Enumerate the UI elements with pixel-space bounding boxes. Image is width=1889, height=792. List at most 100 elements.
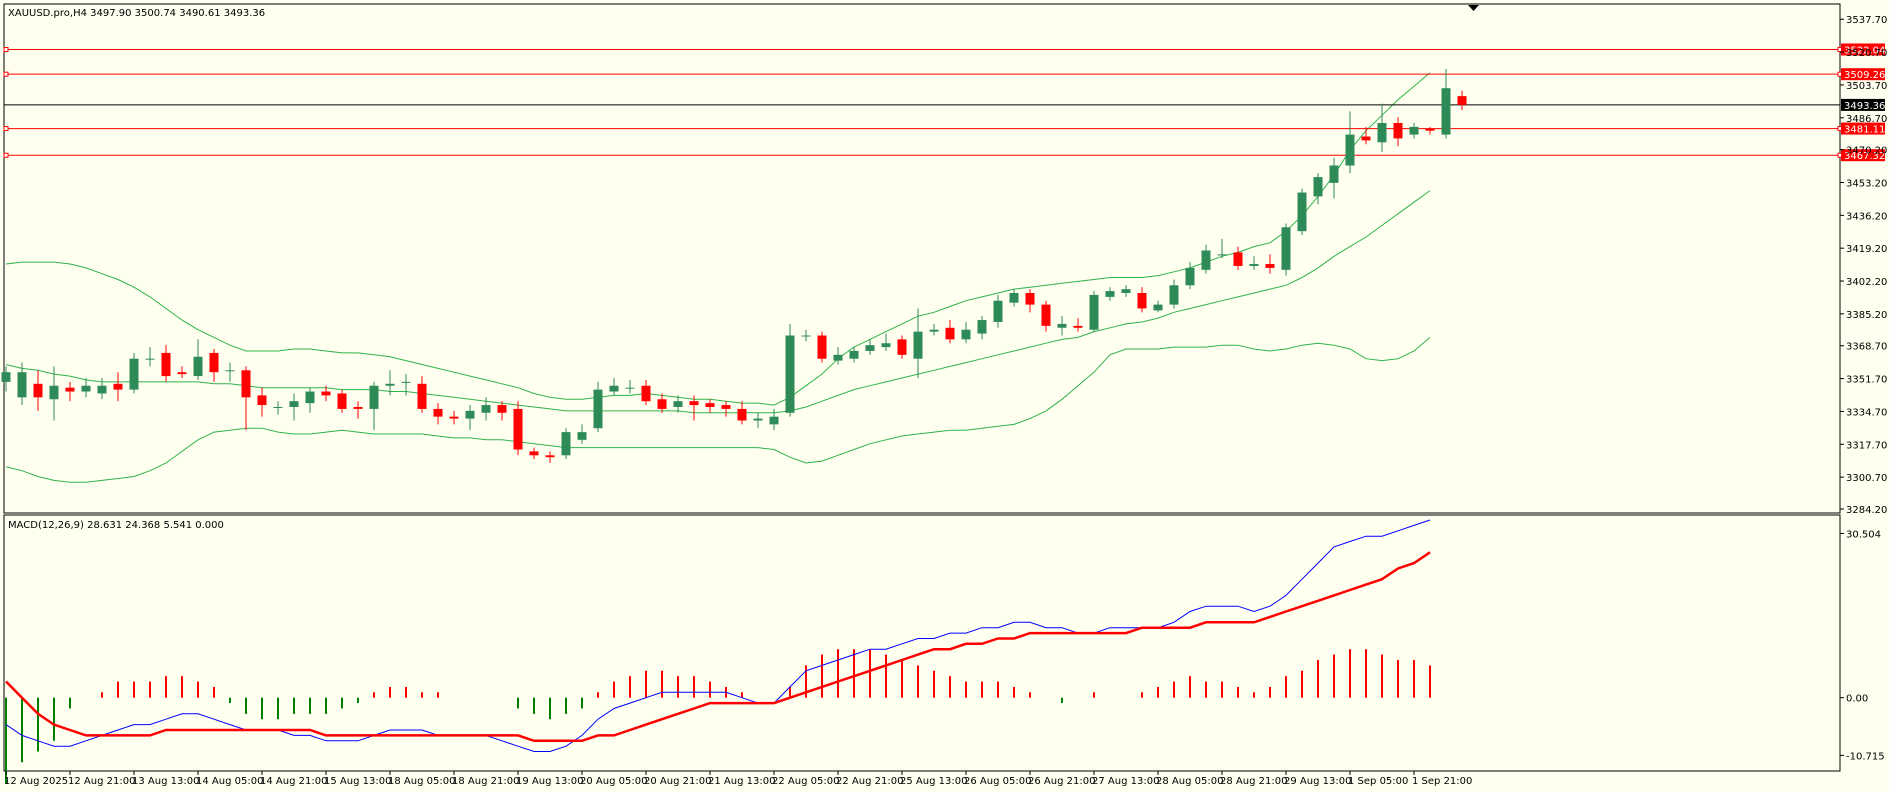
price-axis-label: 3317.70: [1846, 440, 1887, 451]
time-axis-label: 18 Aug 21:00: [452, 776, 519, 787]
candle-body: [417, 383, 427, 409]
macd-panel[interactable]: [3, 514, 1841, 772]
candle-body: [177, 372, 187, 375]
chart-shift-marker[interactable]: [1468, 5, 1479, 11]
candle-body: [1313, 177, 1323, 197]
price-axis-label: 3520.70: [1846, 48, 1887, 59]
macd-axis-label: -10.715: [1846, 751, 1885, 762]
time-axis-label: 12 Aug 21:00: [68, 776, 135, 787]
candle-body: [1137, 293, 1147, 309]
candle-body: [801, 335, 811, 337]
time-axis-label: 18 Aug 05:00: [388, 776, 455, 787]
candle-body: [657, 399, 667, 409]
candle-body: [961, 329, 971, 340]
candle-body: [929, 329, 939, 332]
level-handle-left: [3, 152, 9, 158]
current-price-label: 3493.36: [1844, 101, 1885, 112]
price-axis-label: 3453.20: [1846, 178, 1887, 189]
price-axis-label: 3419.20: [1846, 244, 1887, 255]
price-axis-label: 3436.20: [1846, 211, 1887, 222]
candle-body: [721, 405, 731, 409]
candle-body: [337, 393, 347, 409]
candle-body: [1393, 122, 1403, 139]
candle-body: [1457, 96, 1467, 105]
candle-body: [145, 358, 155, 360]
candle-body: [369, 385, 379, 409]
candle-body: [1425, 128, 1435, 131]
candle-body: [129, 358, 139, 390]
price-panel[interactable]: [3, 3, 1841, 514]
candle-body: [561, 432, 571, 456]
macd-axis-label: 0.00: [1846, 694, 1868, 705]
time-axis-label: 26 Aug 05:00: [964, 776, 1031, 787]
time-axis-label: 22 Aug 05:00: [772, 776, 839, 787]
candle-body: [1041, 304, 1051, 326]
time-axis-label: 29 Aug 13:00: [1284, 776, 1351, 787]
candle-body: [305, 391, 315, 404]
candle-body: [993, 300, 1003, 322]
time-axis-label: 26 Aug 21:00: [1028, 776, 1095, 787]
candle-body: [1153, 304, 1163, 311]
candle-body: [1105, 291, 1115, 297]
candle-body: [241, 370, 251, 398]
candle-body: [1, 372, 11, 382]
candle-body: [273, 406, 283, 408]
candle-body: [401, 381, 411, 383]
candle-body: [625, 387, 635, 389]
candle-body: [33, 383, 43, 398]
level-price-label: 3522.04: [1844, 45, 1885, 56]
macd-signal-line: [5, 551, 1431, 743]
candle-body: [849, 350, 859, 359]
price-axis-label: 3368.70: [1846, 342, 1887, 353]
candle-body: [81, 385, 91, 392]
level-price-tag: [1841, 149, 1885, 162]
candle-body: [1265, 264, 1275, 268]
candle-body: [833, 354, 843, 361]
candle-body: [1201, 250, 1211, 270]
candle-body: [17, 372, 27, 398]
candle-body: [209, 352, 219, 373]
candle-body: [321, 391, 331, 396]
candle-body: [1233, 252, 1243, 266]
candle-body: [1009, 293, 1019, 303]
candle-body: [785, 335, 795, 413]
time-axis-label: 27 Aug 13:00: [1092, 776, 1159, 787]
candle-body: [1121, 289, 1131, 294]
candle-body: [513, 408, 523, 450]
level-handle-left: [3, 126, 9, 132]
candle-body: [881, 343, 891, 348]
price-axis-label: 3486.70: [1846, 114, 1887, 125]
level-price-tag: [1841, 122, 1885, 135]
time-axis-label: 19 Aug 13:00: [516, 776, 583, 787]
time-axis-label: 25 Aug 13:00: [900, 776, 967, 787]
bollinger-upper-line: [5, 72, 1431, 406]
candle-body: [545, 455, 555, 458]
price-axis-label: 3300.70: [1846, 473, 1887, 484]
candle-body: [1377, 122, 1387, 143]
level-price-label: 3481.11: [1844, 125, 1885, 136]
time-axis-label: 1 Sep 21:00: [1412, 776, 1472, 787]
candle-body: [689, 401, 699, 406]
candle-body: [609, 385, 619, 392]
candle-body: [1249, 264, 1259, 266]
chart-header: XAUUSD.pro,H4 3497.90 3500.74 3490.61 34…: [8, 8, 265, 19]
candle-body: [1281, 227, 1291, 270]
level-price-label: 3509.26: [1844, 70, 1885, 81]
candle-body: [577, 432, 587, 440]
candle-body: [257, 395, 267, 406]
candle-body: [1057, 323, 1067, 328]
time-axis-label: 28 Aug 21:00: [1220, 776, 1287, 787]
macd-header: MACD(12,26,9) 28.631 24.368 5.541 0.000: [8, 520, 224, 531]
level-handle-left: [3, 46, 9, 52]
candle-body: [1073, 325, 1083, 328]
candle-body: [673, 401, 683, 407]
candle-body: [769, 416, 779, 425]
price-axis-label: 3351.70: [1846, 375, 1887, 386]
time-axis-label: 20 Aug 05:00: [580, 776, 647, 787]
price-axis-label: 3470.20: [1846, 146, 1887, 157]
macd-layer: [5, 519, 1431, 784]
candle-body: [49, 385, 59, 400]
level-price-label: 3467.32: [1844, 151, 1885, 162]
macd-axis-label: 30.504: [1846, 529, 1881, 540]
